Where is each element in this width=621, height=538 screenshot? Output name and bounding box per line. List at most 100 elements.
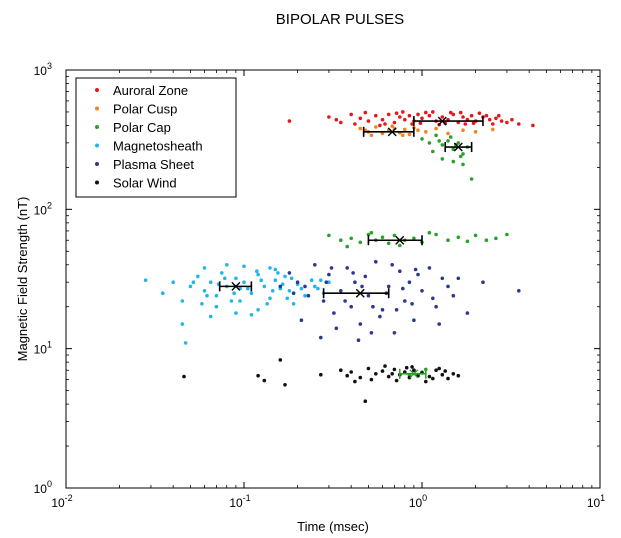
data-point (473, 130, 478, 134)
data-point (349, 236, 354, 241)
legend-label: Magnetosheath (113, 139, 203, 154)
mean-marker (413, 116, 484, 127)
data-points (143, 110, 535, 404)
data-point (334, 326, 339, 331)
data-point (380, 235, 385, 240)
data-point (448, 110, 453, 115)
legend-swatch (95, 180, 99, 185)
x-axis-label: Time (msec) (297, 519, 369, 534)
x-tick-label: 101 (587, 493, 605, 510)
legend-box (75, 77, 237, 198)
data-point (412, 368, 416, 373)
data-point (403, 370, 407, 374)
data-point (319, 278, 323, 283)
mean-marker (444, 142, 473, 153)
data-point (434, 133, 438, 138)
series-magnetosheath (143, 263, 331, 345)
legend-label: Solar Wind (113, 176, 177, 191)
data-point (394, 378, 399, 383)
data-point (303, 293, 307, 298)
data-point (262, 284, 267, 289)
data-point (200, 302, 204, 306)
data-point (319, 372, 323, 377)
data-point (434, 304, 438, 309)
data-point (383, 122, 387, 126)
data-point (517, 289, 521, 293)
data-point (505, 232, 509, 237)
data-point (363, 399, 368, 404)
data-point (471, 121, 476, 125)
data-point (345, 373, 350, 378)
data-point (246, 286, 250, 291)
data-point (208, 280, 213, 285)
data-point (437, 139, 442, 143)
data-point (327, 115, 331, 119)
data-point (349, 370, 354, 374)
data-point (407, 280, 412, 285)
data-point (392, 120, 397, 125)
data-point (351, 271, 355, 275)
data-point (161, 291, 165, 296)
mean-x-mark (355, 288, 365, 298)
data-point (420, 116, 424, 121)
mean-x-mark (231, 281, 241, 291)
data-point (456, 141, 461, 145)
data-point (313, 284, 317, 289)
y-tick-label: 100 (34, 479, 52, 496)
legend-swatch (95, 143, 99, 148)
data-point (451, 159, 456, 164)
data-point (358, 240, 363, 245)
chart-title: BIPOLAR PULSES (276, 11, 404, 28)
y-tick-label: 101 (34, 340, 52, 357)
data-point (505, 120, 509, 125)
data-point (494, 236, 498, 241)
data-point (456, 235, 461, 240)
data-point (254, 269, 259, 274)
data-point (431, 149, 435, 154)
data-point (440, 372, 445, 377)
data-point (327, 272, 331, 277)
data-point (424, 379, 428, 384)
mean-x-mark (437, 116, 447, 126)
mean-x-mark (409, 369, 419, 379)
data-point (366, 232, 371, 237)
data-point (424, 130, 428, 134)
data-point (398, 269, 402, 274)
data-point (143, 278, 148, 283)
data-point (329, 266, 334, 270)
data-point (427, 113, 432, 118)
data-point (407, 113, 412, 118)
data-point (401, 110, 405, 114)
data-point (349, 112, 354, 117)
data-point (424, 110, 428, 115)
data-point (413, 267, 418, 272)
data-point (278, 358, 283, 362)
data-point (416, 272, 420, 277)
data-point (461, 128, 465, 132)
data-point (380, 369, 385, 373)
legend-label: Polar Cusp (113, 102, 177, 117)
data-point (494, 116, 498, 121)
data-point (313, 263, 317, 267)
data-point (446, 139, 450, 143)
data-point (451, 147, 456, 151)
data-point (386, 284, 391, 289)
data-point (374, 113, 378, 118)
data-point (456, 276, 461, 281)
data-point (285, 296, 290, 301)
y-tick-label: 103 (34, 61, 52, 78)
data-point (358, 322, 363, 326)
data-point (191, 280, 196, 285)
data-point (427, 230, 432, 235)
data-point (369, 230, 374, 235)
legend-item: Magnetosheath (95, 139, 203, 154)
data-point (369, 377, 374, 382)
data-point (440, 157, 445, 161)
data-point (440, 143, 445, 147)
data-point (262, 378, 267, 383)
data-point (392, 233, 397, 238)
data-point (531, 123, 535, 128)
data-point (491, 122, 495, 126)
data-point (401, 286, 405, 291)
